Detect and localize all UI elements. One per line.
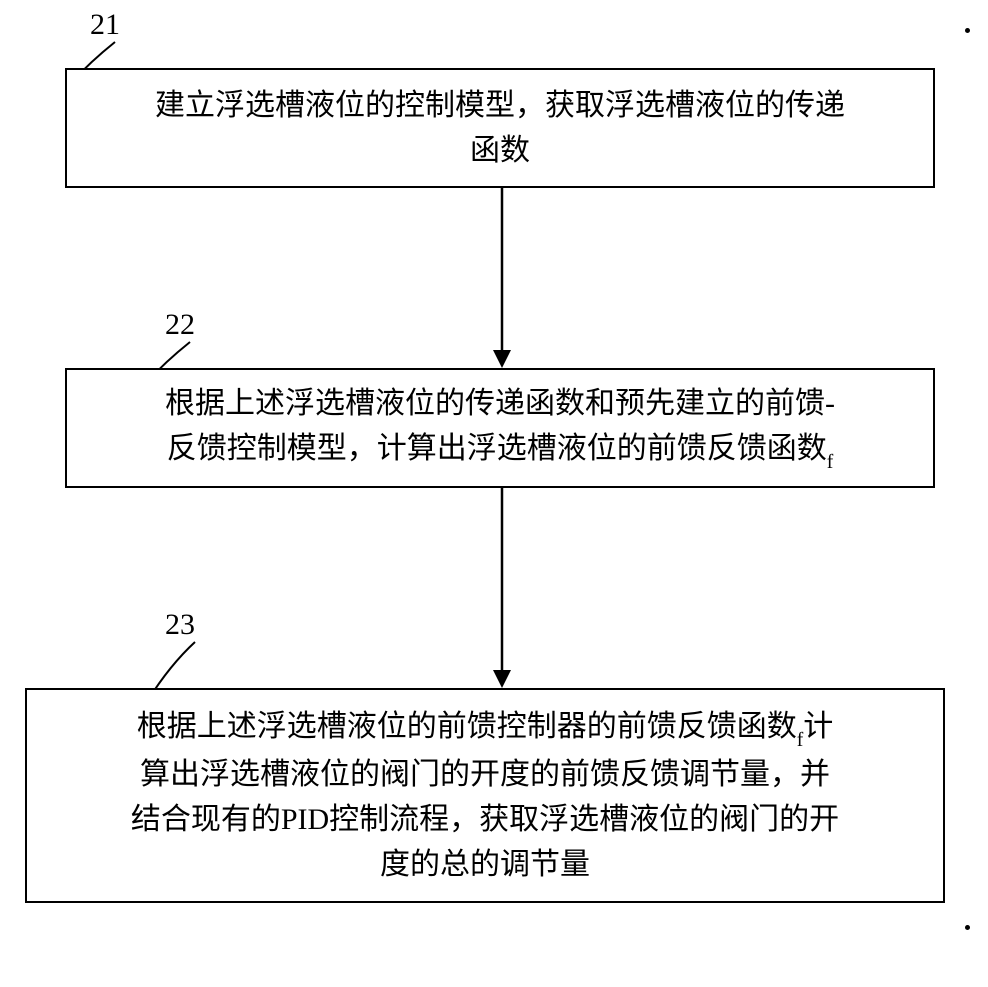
label-text: 23 [165,608,195,641]
dot-bottom-right [965,925,970,930]
node-label-21: 21 [90,8,120,42]
node-23-text: 根据上述浮选槽液位的前馈控制器的前馈反馈函数f计 算出浮选槽液位的阀门的开度的前… [131,704,839,887]
node-23: 根据上述浮选槽液位的前馈控制器的前馈反馈函数f计 算出浮选槽液位的阀门的开度的前… [25,688,945,903]
dot-top-right [965,28,970,33]
node-label-23: 23 [165,608,195,642]
node-22: 根据上述浮选槽液位的传递函数和预先建立的前馈- 反馈控制模型，计算出浮选槽液位的… [65,368,935,488]
flowchart-canvas: 21 建立浮选槽液位的控制模型，获取浮选槽液位的传递 函数 22 根据上述浮选槽… [0,0,988,987]
label-text: 21 [90,8,120,41]
node-21-text: 建立浮选槽液位的控制模型，获取浮选槽液位的传递 函数 [155,83,845,173]
node-label-22: 22 [165,308,195,342]
label-text: 22 [165,308,195,341]
node-21: 建立浮选槽液位的控制模型，获取浮选槽液位的传递 函数 [65,68,935,188]
node-22-text: 根据上述浮选槽液位的传递函数和预先建立的前馈- 反馈控制模型，计算出浮选槽液位的… [165,381,835,474]
